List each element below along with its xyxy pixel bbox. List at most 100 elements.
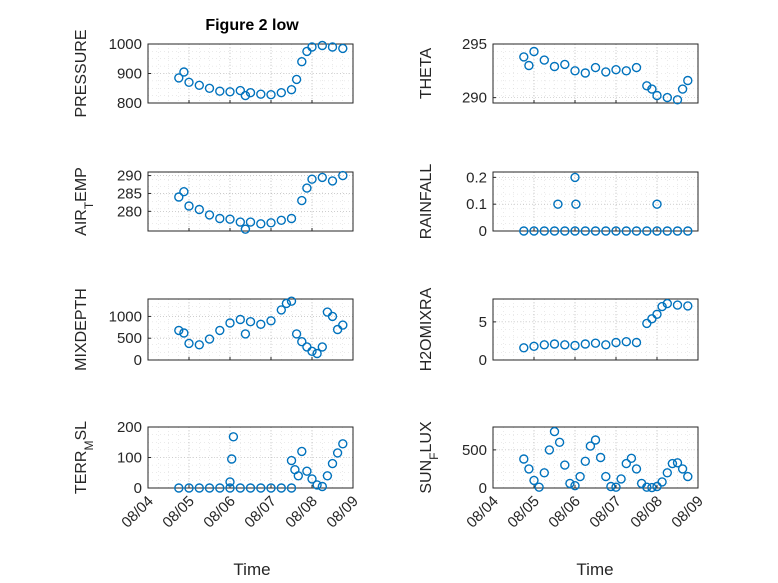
data-point [529, 226, 539, 236]
data-point [312, 480, 322, 490]
data-point [672, 300, 683, 310]
data-point [571, 199, 581, 209]
data-point [194, 483, 205, 493]
data-point [549, 339, 560, 349]
data-point [647, 84, 657, 94]
data-point [590, 435, 601, 445]
data-point [565, 478, 575, 489]
data-point [297, 195, 307, 206]
data-point [293, 471, 303, 481]
data-point [245, 87, 256, 98]
data-point [307, 346, 317, 356]
data-point [235, 85, 246, 96]
data-point [327, 311, 338, 322]
y-tick-label: 280 [117, 203, 142, 220]
data-point [245, 483, 256, 493]
data-point [529, 46, 539, 57]
subplot-pressure: 800 900 1000 PRESSURE [73, 29, 354, 118]
data-point [204, 334, 215, 344]
data-point [266, 483, 276, 493]
data-point [225, 214, 235, 224]
axes-border [147, 171, 354, 232]
data-point [631, 62, 642, 73]
data-point [611, 226, 621, 236]
axes-frame [147, 171, 354, 232]
data-point [642, 226, 652, 236]
data-point [657, 301, 667, 312]
data-point [225, 318, 235, 328]
data-point [215, 213, 225, 224]
data-point [312, 348, 322, 359]
x-axis-label-left: Time [233, 560, 270, 579]
y-axis-label: H2OMIXRA [418, 287, 435, 371]
data-point [560, 340, 570, 350]
data-point [672, 95, 683, 105]
y-tick-label: 0 [134, 480, 142, 497]
data-point [590, 226, 601, 236]
data-point [667, 458, 678, 469]
y-axis-label: AIRTEMP [73, 167, 96, 236]
data-point [235, 314, 246, 325]
y-tick-label: 500 [462, 442, 487, 459]
data-point [291, 329, 302, 339]
data-point [322, 471, 333, 481]
data-point [662, 298, 672, 309]
data-point [621, 458, 631, 469]
y-tick-label: 0 [479, 223, 487, 240]
x-tick-label: 08/05 [159, 493, 198, 532]
data-point [276, 215, 286, 226]
data-point [327, 42, 338, 52]
data-point [174, 483, 184, 493]
data-point [266, 316, 276, 326]
data-point [631, 337, 642, 348]
data-point [590, 338, 601, 348]
data-point [297, 446, 307, 457]
data-point [317, 40, 327, 51]
y-tick-label: 800 [117, 95, 142, 112]
data-point [672, 458, 683, 468]
data-point [524, 60, 534, 71]
data-point [683, 471, 693, 482]
data-point [256, 219, 266, 229]
x-tick-label: 08/08 [627, 493, 666, 532]
y-tick-label: 500 [117, 330, 142, 347]
data-point [307, 42, 317, 52]
data-point [302, 183, 312, 193]
x-axis-label-right: Time [576, 560, 613, 579]
data-point [683, 226, 693, 236]
y-tick-label: 1000 [109, 308, 142, 325]
data-point [179, 67, 189, 77]
data-point [327, 176, 338, 186]
data-point [570, 172, 580, 183]
x-tick-label: 08/07 [241, 493, 280, 532]
axes-border [492, 298, 699, 361]
data-point [266, 218, 276, 228]
data-point [549, 61, 560, 72]
x-tick-label: 08/05 [504, 493, 543, 532]
data-point [276, 87, 286, 98]
data-point [585, 441, 596, 451]
data-point [524, 464, 534, 474]
y-tick-label: 200 [117, 419, 142, 436]
data-point [570, 66, 580, 76]
data-point [276, 483, 286, 493]
data-point [621, 226, 631, 236]
data-point [184, 201, 194, 211]
data-point [560, 59, 570, 70]
x-tick-label: 08/07 [586, 493, 625, 532]
data-point [286, 296, 297, 306]
data-point [215, 325, 225, 336]
data-point [266, 89, 276, 100]
data-point [616, 474, 626, 484]
data-point [307, 474, 317, 484]
subplot-sun-flux: 08/04 08/05 08/06 08/07 08/08 08/09 0 500 SUNFLU… [418, 421, 707, 531]
data-point [338, 43, 348, 54]
data-point [317, 172, 327, 183]
y-tick-label: 1000 [109, 36, 142, 53]
y-axis-label: MIXDEPTH [73, 288, 90, 371]
data-point [317, 342, 327, 352]
data-point [215, 86, 225, 96]
data-point [554, 437, 565, 447]
data-point [226, 454, 237, 464]
y-axis-label: TERRMSL [73, 421, 96, 494]
